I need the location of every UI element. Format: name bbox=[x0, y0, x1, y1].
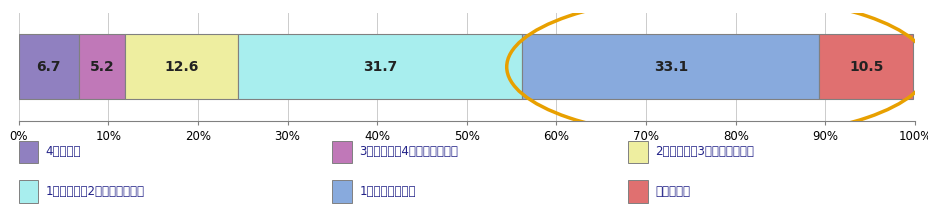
Bar bbox=[125, 34, 238, 99]
Text: 2時間以上、3時間より少ない: 2時間以上、3時間より少ない bbox=[654, 145, 754, 158]
FancyBboxPatch shape bbox=[627, 180, 647, 203]
FancyBboxPatch shape bbox=[332, 180, 352, 203]
Text: 12.6: 12.6 bbox=[164, 60, 199, 74]
Bar bbox=[19, 34, 79, 99]
Bar bbox=[522, 34, 818, 99]
FancyBboxPatch shape bbox=[332, 141, 352, 163]
Bar bbox=[818, 34, 912, 99]
Text: 3時間以上、4時間より少ない: 3時間以上、4時間より少ない bbox=[359, 145, 458, 158]
Text: 10.5: 10.5 bbox=[848, 60, 883, 74]
Text: 1時間より少ない: 1時間より少ない bbox=[359, 185, 416, 198]
Text: 4時間以上: 4時間以上 bbox=[45, 145, 81, 158]
Text: 1時間以上、2時間より少ない: 1時間以上、2時間より少ない bbox=[45, 185, 145, 198]
Bar bbox=[79, 34, 125, 99]
Text: 33.1: 33.1 bbox=[653, 60, 687, 74]
FancyBboxPatch shape bbox=[19, 141, 38, 163]
Text: 6.7: 6.7 bbox=[36, 60, 61, 74]
FancyBboxPatch shape bbox=[19, 180, 38, 203]
FancyBboxPatch shape bbox=[627, 141, 647, 163]
Text: 31.7: 31.7 bbox=[363, 60, 397, 74]
Text: 5.2: 5.2 bbox=[89, 60, 114, 74]
Text: 全くしない: 全くしない bbox=[654, 185, 690, 198]
Bar bbox=[238, 34, 522, 99]
